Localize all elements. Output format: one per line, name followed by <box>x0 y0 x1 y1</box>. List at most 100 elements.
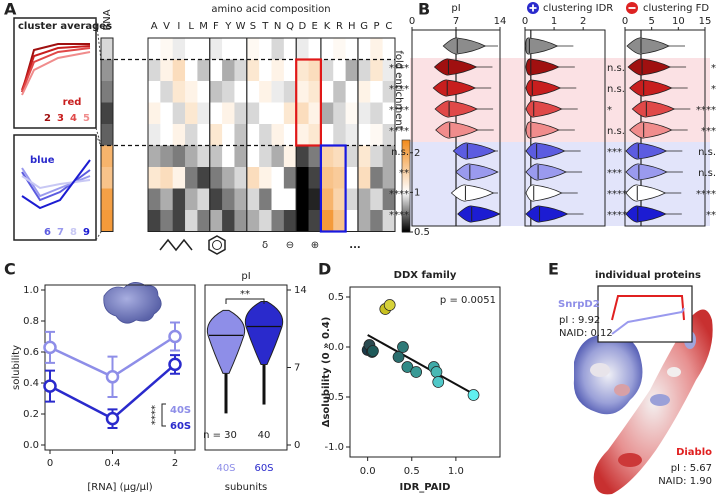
y-tick-label: 0.2 <box>23 409 39 420</box>
violin <box>626 37 670 55</box>
heatmap-cell <box>185 167 198 189</box>
heatmap-cell <box>234 167 248 189</box>
colorbar-step <box>402 156 410 159</box>
heatmap-cell <box>185 102 198 125</box>
heatmap-cell <box>160 102 174 125</box>
y-tick-label: 0.0 <box>328 342 344 353</box>
colorbar-frame <box>401 139 411 233</box>
protein-name: Diablo <box>676 447 712 458</box>
colorbar-step <box>402 220 410 223</box>
x-tick-label: 7 <box>453 16 459 27</box>
rna-cell <box>101 38 113 60</box>
rna-cell <box>101 145 113 168</box>
heatmap-cell <box>160 81 174 103</box>
significance-label: ** <box>706 210 716 221</box>
heatmap-cell <box>308 124 322 146</box>
colorbar-step <box>402 150 410 153</box>
legend-bracket <box>161 403 166 427</box>
y-axis-label: solubility <box>11 345 22 390</box>
x-tick-label: 0.4 <box>105 458 121 469</box>
inset-title: individual proteins <box>595 270 701 281</box>
x-tick-label: 0 <box>522 16 528 27</box>
heatmap-cell <box>283 188 297 211</box>
colorbar-step <box>402 218 410 221</box>
heatmap-cell <box>357 102 371 125</box>
heatmap-cell <box>148 167 161 189</box>
cluster-number: 9 <box>83 227 90 238</box>
heatmap-cell <box>345 38 359 60</box>
x-axis-label: [RNA] (µg/µl) <box>87 482 152 493</box>
n-label: 40 <box>258 430 271 441</box>
violin <box>525 142 566 160</box>
column-label: A <box>151 21 158 32</box>
heatmap-cell <box>308 210 322 232</box>
violin <box>525 184 563 202</box>
violin <box>206 309 246 374</box>
column-label: T <box>261 21 269 32</box>
data-point <box>168 357 182 372</box>
column-label: C <box>385 21 392 32</box>
heatmap-cell <box>209 210 223 232</box>
significance-label: * <box>711 84 716 95</box>
colorbar-step <box>402 178 410 181</box>
heatmap-cell <box>246 102 260 125</box>
heatmap-cell <box>148 81 161 103</box>
x-tick-label: 10 <box>672 16 685 27</box>
significance-label: * <box>607 105 612 116</box>
heatmap-cell <box>185 59 198 82</box>
symbol-aliphatic <box>159 238 193 252</box>
inset-box <box>13 134 97 241</box>
heatmap-cell <box>197 59 211 82</box>
colorbar-step <box>402 204 410 207</box>
rna-cell <box>101 59 113 82</box>
x-tick-label: 0.5 <box>404 466 420 477</box>
heatmap-cell <box>271 38 285 60</box>
x-tick-label: 60S <box>254 463 273 474</box>
heatmap-cell <box>197 124 211 146</box>
violin <box>457 205 501 223</box>
cluster-lines <box>21 43 91 96</box>
heatmap-cell <box>172 167 186 189</box>
symbol-aromatic <box>208 235 226 255</box>
colorbar-step <box>402 196 410 199</box>
heatmap-cell <box>283 145 297 168</box>
heatmap-cell <box>222 38 235 60</box>
heatmap-cell <box>259 124 272 146</box>
colorbar-step <box>402 176 410 179</box>
heatmap-cell <box>296 38 309 60</box>
violin <box>525 58 560 76</box>
significance-label: *** <box>607 147 622 158</box>
heatmap-cell <box>148 124 161 146</box>
heatmap-cell <box>320 167 334 189</box>
heatmap-cell <box>345 145 359 168</box>
column-label: M <box>199 21 208 32</box>
significance-label: **** <box>696 189 716 200</box>
heatmap-cell <box>172 124 186 146</box>
heatmap-cell <box>370 102 384 125</box>
protein-naid: NAID: 0.12 <box>559 328 613 339</box>
heatmap-cell <box>148 145 161 168</box>
heatmap-cell <box>357 38 371 60</box>
column-label: I <box>177 21 180 32</box>
column-label: D <box>299 21 307 32</box>
rna-cell <box>101 81 113 103</box>
significance-label: n.s. <box>607 63 625 74</box>
heatmap-cell <box>382 59 396 82</box>
colorbar-step <box>402 192 410 195</box>
heatmap-cell <box>308 38 322 60</box>
heatmap-cell <box>234 81 248 103</box>
heatmap-cell <box>246 145 260 168</box>
column-label: N <box>274 21 281 32</box>
ribosome-cartoon <box>103 282 162 324</box>
heatmap-cell <box>345 188 359 211</box>
x-tick-label: 1.0 <box>448 466 464 477</box>
rna-cell <box>101 124 113 146</box>
data-point <box>367 345 379 357</box>
symbol: ⊖ <box>286 240 294 251</box>
heatmap-cell <box>222 124 235 146</box>
heatmap-cell <box>296 59 309 82</box>
y-tick-label: 14 <box>294 285 307 296</box>
data-point <box>168 329 182 344</box>
significance-label: **** <box>389 210 409 221</box>
heatmap-cell <box>370 188 384 211</box>
